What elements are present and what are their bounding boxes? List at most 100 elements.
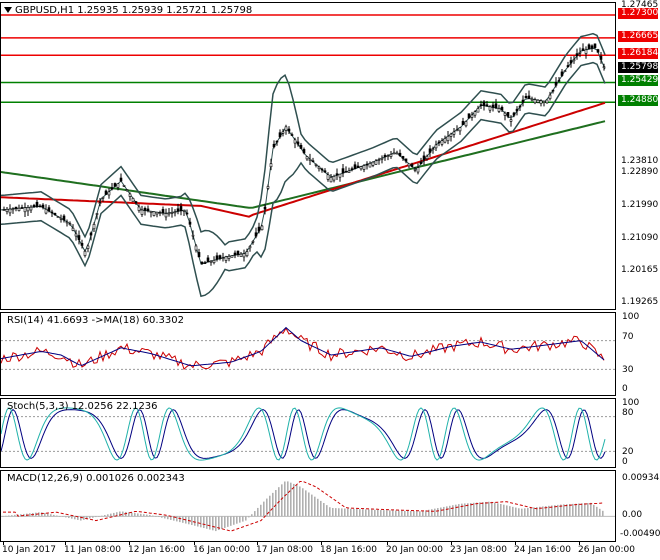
candle-body bbox=[491, 104, 495, 108]
macd-histogram-bar bbox=[44, 512, 46, 517]
candle-body bbox=[74, 233, 78, 237]
candle-body bbox=[440, 140, 444, 145]
macd-tick: 0.00 bbox=[622, 510, 643, 520]
candle-body bbox=[206, 257, 210, 263]
macd-histogram-bar bbox=[500, 503, 502, 517]
macd-histogram-bar bbox=[80, 516, 82, 521]
macd-histogram-bar bbox=[482, 502, 484, 517]
macd-histogram-bar bbox=[368, 509, 370, 517]
macd-histogram-bar bbox=[503, 504, 505, 517]
candle-body bbox=[455, 129, 459, 132]
candle-body bbox=[140, 209, 144, 215]
macd-histogram-bar bbox=[575, 503, 577, 517]
candle-body bbox=[209, 260, 213, 263]
macd-histogram-bar bbox=[305, 490, 307, 517]
macd-histogram-bar bbox=[554, 505, 556, 517]
candle-body bbox=[413, 168, 417, 171]
macd-histogram-bar bbox=[602, 510, 604, 517]
macd-histogram-bar bbox=[206, 516, 208, 529]
candle-body bbox=[578, 51, 582, 54]
bollinger-upper bbox=[1, 32, 606, 246]
candle-body bbox=[476, 108, 480, 113]
macd-histogram-bar bbox=[161, 516, 163, 518]
candle-body bbox=[200, 261, 204, 265]
time-label: 20 Jan 00:00 bbox=[386, 545, 443, 555]
macd-histogram-bar bbox=[371, 509, 373, 517]
price-tick: 1.21090 bbox=[621, 233, 659, 243]
candle-body bbox=[467, 113, 471, 119]
macd-histogram-bar bbox=[137, 513, 139, 517]
rsi-panel[interactable]: RSI(14) 41.6693 ->MA(18) 60.3302 bbox=[0, 312, 616, 396]
candle-body bbox=[203, 262, 207, 264]
macd-histogram-bar bbox=[290, 482, 292, 517]
candle-body bbox=[95, 213, 99, 215]
macd-histogram-bar bbox=[530, 507, 532, 517]
time-tick bbox=[129, 541, 130, 545]
macd-histogram-bar bbox=[587, 503, 589, 517]
time-tick bbox=[3, 541, 4, 545]
macd-histogram-bar bbox=[389, 510, 391, 517]
candle-body bbox=[287, 128, 291, 132]
macd-panel[interactable]: MACD(12,26,9) 0.001026 0.002343 bbox=[0, 470, 616, 542]
candle-body bbox=[173, 211, 177, 214]
macd-histogram-bar bbox=[314, 496, 316, 517]
candle-body bbox=[587, 44, 591, 50]
macd-histogram-bar bbox=[62, 516, 64, 517]
candle-body bbox=[254, 232, 258, 237]
macd-histogram-bar bbox=[146, 514, 148, 517]
macd-histogram-bar bbox=[326, 505, 328, 517]
macd-histogram-bar bbox=[236, 516, 238, 524]
macd-histogram-bar bbox=[569, 504, 571, 517]
macd-histogram-bar bbox=[224, 516, 226, 528]
candle-body bbox=[32, 205, 36, 208]
time-tick bbox=[579, 541, 580, 545]
candle-body bbox=[308, 158, 312, 161]
macd-histogram-bar bbox=[536, 507, 538, 517]
macd-histogram-bar bbox=[20, 514, 22, 517]
macd-histogram-bar bbox=[407, 510, 409, 517]
macd-histogram-bar bbox=[392, 510, 394, 517]
candle-body bbox=[83, 250, 87, 256]
macd-histogram-bar bbox=[281, 484, 283, 517]
macd-histogram-bar bbox=[311, 494, 313, 517]
macd-histogram-bar bbox=[374, 509, 376, 517]
macd-histogram-bar bbox=[485, 501, 487, 517]
price-panel[interactable]: GBPUSD,H1 1.25935 1.25939 1.25721 1.2579… bbox=[0, 2, 616, 310]
candle-body bbox=[368, 163, 372, 168]
macd-histogram-bar bbox=[122, 511, 124, 517]
candle-body bbox=[428, 148, 432, 153]
candle-body bbox=[257, 226, 261, 232]
price-level-label: 1.24880 bbox=[618, 95, 658, 107]
candle-body bbox=[188, 221, 192, 225]
candle-body bbox=[77, 235, 81, 241]
candle-body bbox=[338, 173, 342, 178]
macd-histogram-bar bbox=[68, 516, 70, 519]
macd-histogram-bar bbox=[356, 509, 358, 517]
candle-body bbox=[8, 208, 12, 214]
bollinger-lower bbox=[1, 61, 606, 298]
macd-histogram-bar bbox=[65, 516, 67, 518]
macd-histogram-bar bbox=[497, 503, 499, 517]
candle-body bbox=[14, 206, 18, 209]
candle-body bbox=[29, 206, 33, 211]
macd-histogram-bar bbox=[257, 507, 259, 517]
macd-tick: 0.009345 bbox=[622, 473, 660, 483]
candle-body bbox=[575, 53, 579, 57]
macd-histogram-bar bbox=[317, 498, 319, 517]
macd-histogram-bar bbox=[446, 506, 448, 517]
candle-body bbox=[584, 49, 588, 54]
candle-body bbox=[452, 131, 456, 135]
price-level-label: 1.25798 bbox=[618, 62, 658, 74]
candle-body bbox=[296, 141, 300, 145]
macd-histogram-bar bbox=[320, 500, 322, 517]
collapse-triangle-icon[interactable] bbox=[4, 7, 12, 13]
candle-body bbox=[473, 111, 477, 116]
macd-histogram-bar bbox=[50, 514, 52, 517]
candle-body bbox=[398, 152, 402, 157]
candle-body bbox=[401, 156, 405, 159]
stochastic-panel[interactable]: Stoch(5,3,3) 12.0256 22.1236 bbox=[0, 398, 616, 468]
candle-body bbox=[269, 163, 273, 168]
candle-body bbox=[518, 105, 522, 108]
macd-histogram-bar bbox=[518, 508, 520, 517]
macd-histogram-bar bbox=[383, 510, 385, 517]
